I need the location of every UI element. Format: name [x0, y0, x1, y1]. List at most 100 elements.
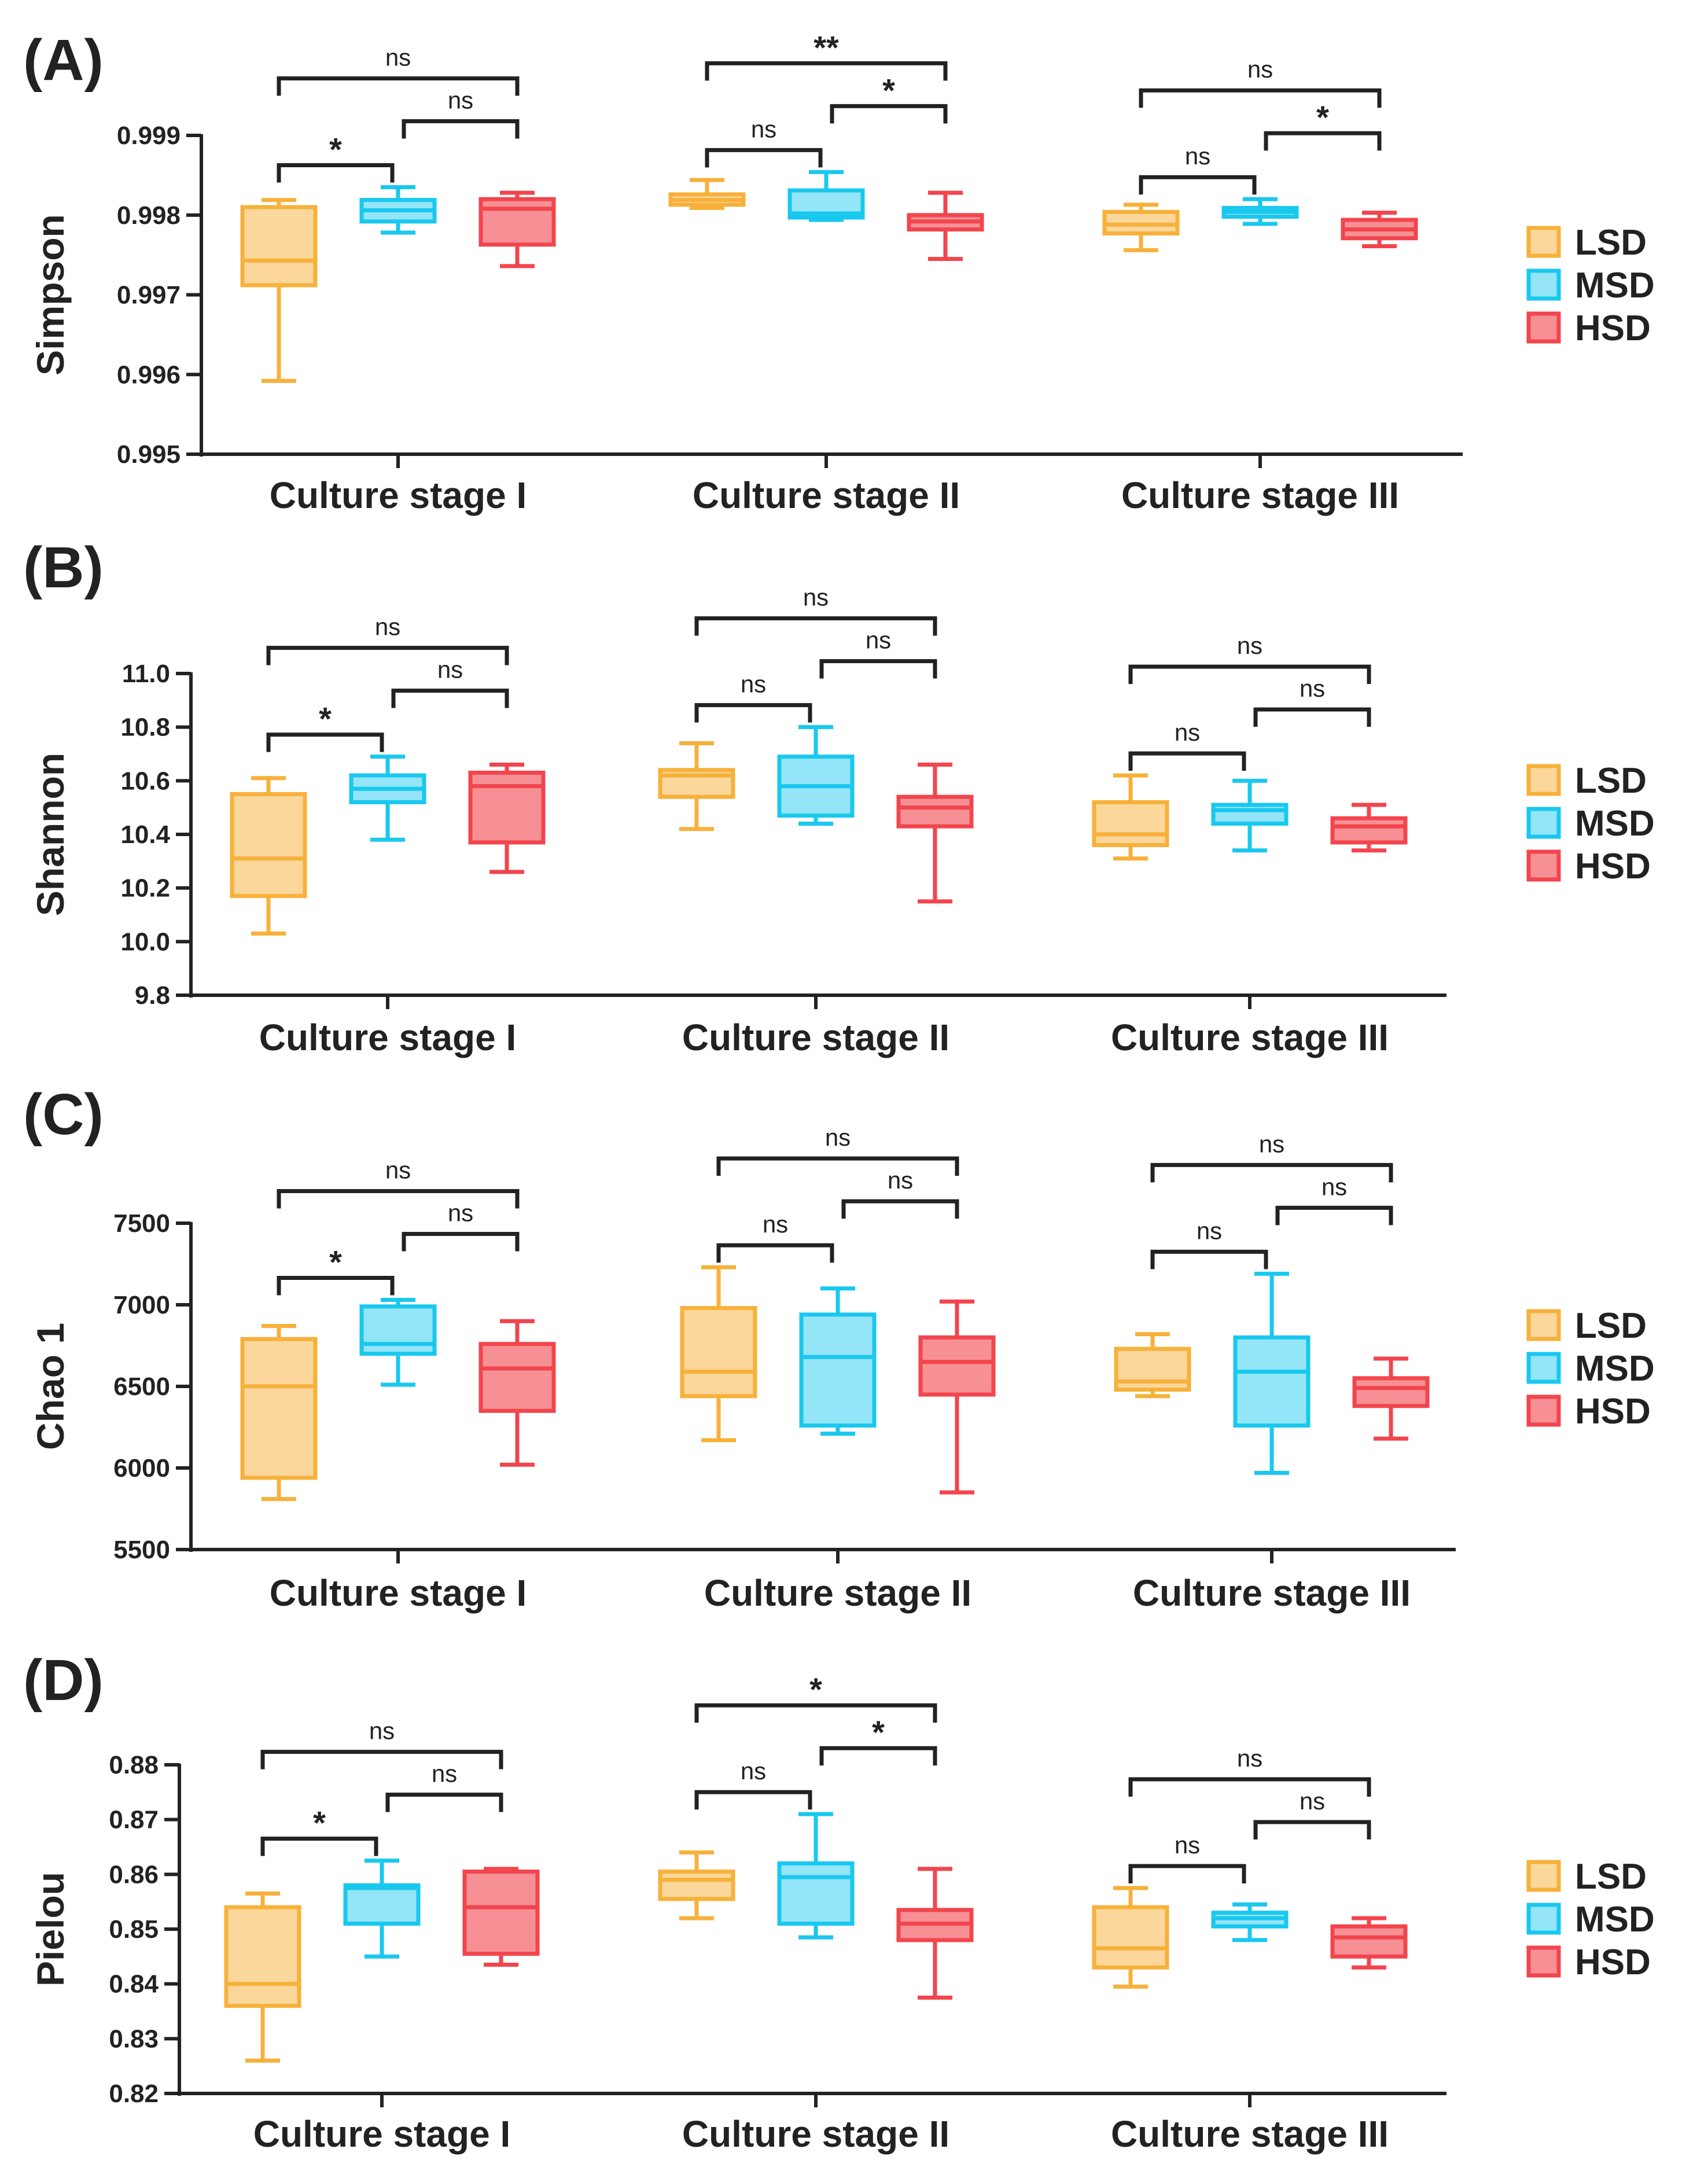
legend-swatch [1526, 268, 1561, 301]
bracket-line [819, 659, 937, 679]
box-lsd-1 [230, 776, 307, 936]
legend-item-msd: MSD [1526, 1349, 1655, 1389]
significance-label: * [1316, 99, 1329, 135]
box-lsd-2 [668, 178, 746, 210]
box-hsd-1 [478, 1319, 556, 1467]
legend-swatch [1526, 1945, 1561, 1978]
x-category-label: Culture stage II [682, 1017, 949, 1058]
legend-item-hsd: HSD [1526, 847, 1651, 886]
y-tick-label: 6500 [113, 1372, 170, 1401]
bracket-line [1253, 707, 1371, 727]
box-iqr [240, 205, 318, 288]
significance-bracket: ns [1150, 1130, 1393, 1183]
legend-swatch [1526, 1903, 1561, 1935]
legend-item-msd: MSD [1526, 804, 1655, 844]
y-tick-label: 9.8 [135, 981, 170, 1010]
box-iqr [1211, 803, 1289, 826]
significance-bracket: ns [694, 584, 937, 636]
legend-swatch [1526, 1352, 1561, 1384]
box-hsd-2 [918, 1299, 996, 1495]
bracket-line [694, 616, 937, 636]
bracket-line [277, 1189, 520, 1209]
bracket-line [830, 104, 948, 124]
significance-bracket: * [1264, 99, 1382, 151]
box-lsd-2 [658, 741, 735, 831]
significance-bracket: ns [705, 115, 823, 168]
bracket-line [1128, 751, 1246, 771]
legend-label: HSD [1575, 847, 1651, 886]
x-category-label: Culture stage I [270, 1572, 527, 1614]
y-tick-label: 0.83 [109, 2025, 159, 2053]
legend-label: MSD [1575, 1349, 1655, 1389]
box-iqr [478, 1342, 556, 1413]
bracket-line [1128, 1777, 1371, 1797]
bracket-line [391, 689, 509, 708]
bracket-line [1275, 1205, 1393, 1226]
significance-bracket: ns [1275, 1173, 1393, 1226]
legend-swatch [1526, 311, 1561, 344]
box-msd-3 [1233, 1271, 1311, 1475]
box-msd-2 [799, 1286, 877, 1436]
significance-label: ns [1175, 1831, 1200, 1859]
significance-label: ns [1300, 675, 1325, 702]
box-lsd-3 [1102, 203, 1180, 252]
legend-swatch [1526, 764, 1561, 796]
x-category-label: Culture stage I [270, 474, 527, 516]
box-iqr [224, 1905, 301, 2008]
y-tick-label: 10.8 [120, 713, 170, 742]
significance-label: ns [825, 1124, 851, 1151]
significance-bracket: ns [694, 1757, 812, 1810]
box-lsd-3 [1092, 773, 1169, 861]
y-axis-label: Simpson [29, 214, 72, 376]
significance-bracket: ns [266, 613, 509, 665]
panel-label: (D) [23, 1648, 104, 1713]
significance-bracket: ns [1128, 719, 1246, 771]
panel-c: (C) Chao 1 5500 6000 6500 7000 7500 Culture sta… [23, 1082, 1655, 1614]
box-msd-2 [777, 1812, 855, 1940]
significance-bracket: ns [391, 656, 509, 708]
significance-label: ns [448, 87, 473, 114]
bracket-line [266, 733, 384, 752]
box-iqr [478, 197, 556, 247]
box-lsd-1 [240, 1324, 318, 1502]
bracket-line [694, 1703, 937, 1723]
box-iqr [680, 1306, 757, 1399]
significance-bracket: ns [402, 87, 520, 139]
legend-item-lsd: LSD [1526, 223, 1647, 263]
box-iqr [1092, 1905, 1169, 1970]
bracket-line [1128, 1864, 1246, 1883]
significance-bracket: * [277, 131, 395, 183]
box-hsd-1 [468, 763, 546, 874]
significance-label: ns [1247, 56, 1273, 83]
bracket-line [1128, 664, 1371, 685]
box-msd-3 [1221, 197, 1299, 226]
bracket-line [716, 1156, 959, 1176]
legend-swatch [1526, 226, 1561, 258]
legend-item-hsd: HSD [1526, 1392, 1651, 1432]
significance-bracket: ns [277, 44, 520, 96]
panel-a: (A) Simpson 0.995 0.996 0.997 0.998 0.999 Cultu… [23, 28, 1655, 516]
y-tick-label: 0.88 [109, 1751, 159, 1779]
significance-label: ** [813, 29, 839, 65]
legend-item-hsd: HSD [1526, 308, 1651, 348]
bracket-line [716, 1243, 834, 1263]
legend-label: LSD [1575, 1306, 1647, 1346]
bracket-line [1253, 1820, 1371, 1839]
y-tick-label: 0.85 [109, 1915, 159, 1944]
significance-bracket: * [260, 1805, 378, 1856]
box-iqr [240, 1337, 318, 1480]
bracket-line [1264, 131, 1382, 151]
significance-label: ns [1197, 1217, 1222, 1244]
y-tick-label: 0.998 [117, 201, 181, 230]
significance-bracket: ns [694, 671, 812, 723]
box-iqr [658, 1870, 735, 1901]
box-msd-2 [777, 725, 855, 826]
legend-swatch [1526, 1394, 1561, 1427]
panel-label: (B) [23, 535, 104, 600]
bracket-line [1139, 88, 1382, 108]
significance-bracket: ns [1128, 632, 1371, 685]
legend-swatch [1526, 1309, 1561, 1341]
y-tick-label: 0.996 [117, 360, 181, 389]
box-lsd-1 [240, 198, 318, 383]
